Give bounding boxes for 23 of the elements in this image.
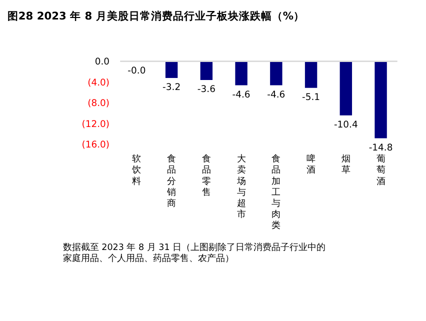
x-tick-label: 大卖场与超市	[236, 154, 246, 220]
x-tick-label: 啤酒	[306, 154, 316, 176]
y-tick-label: 0.0	[94, 56, 110, 68]
data-label: -4.6	[232, 89, 250, 100]
x-tick-label: 食品分销商	[166, 154, 176, 209]
data-label: -3.6	[197, 84, 216, 96]
y-tick-label: (12.0)	[82, 118, 110, 130]
data-label: -0.0	[128, 65, 146, 76]
text: 数据截至 2023 年 8 月 31 日（上图剔除了日常消费品子行业中的家庭用品、个人用品、药品零售、农产品）	[62, 242, 326, 264]
data-label: -4.6	[267, 89, 286, 100]
y-tick-label: (16.0)	[82, 140, 110, 151]
x-tick-label: 烟草	[341, 154, 350, 176]
x-tick-label: 食品加工与肉类	[272, 154, 281, 232]
data-label: -3.2	[162, 82, 181, 93]
chart-title: 图28 2023 年 8 月美股日常消费品行业子板块涨跌幅（%）	[7, 9, 304, 22]
x-tick-label: 软饮料	[131, 154, 142, 187]
x-tick-label: 食品零售	[202, 154, 211, 198]
data-label: -5.1	[302, 92, 320, 103]
y-tick-label: (8.0)	[88, 98, 110, 110]
x-tick-label: 葡萄酒	[376, 154, 386, 187]
data-label: -14.8	[368, 142, 393, 154]
y-tick-label: (4.0)	[88, 77, 110, 88]
data-label: -10.4	[334, 119, 358, 130]
